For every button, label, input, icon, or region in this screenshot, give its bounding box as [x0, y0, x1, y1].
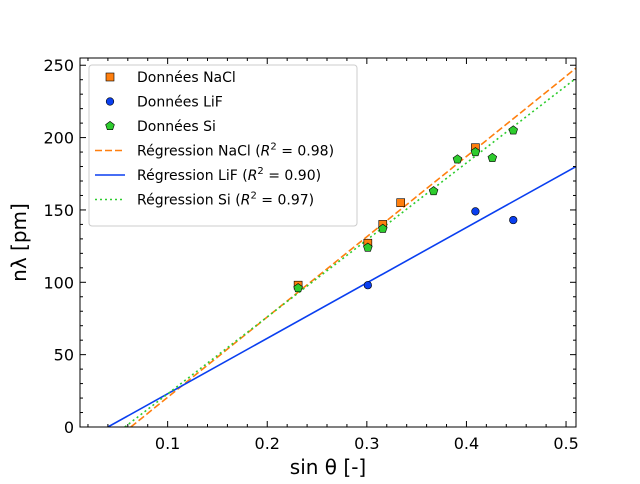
- legend-marker-donn-es-si: [105, 121, 115, 131]
- point-donn-es-si: [363, 242, 373, 252]
- point-donn-es-lif: [363, 281, 372, 290]
- y-tick-label: 100: [43, 273, 74, 292]
- x-tick-label: 0.5: [553, 434, 578, 453]
- point-donn-es-si: [293, 283, 303, 293]
- x-tick-label: 0.1: [155, 434, 180, 453]
- legend-label-donn-es-si: Données Si: [137, 119, 216, 135]
- y-tick-label: 50: [54, 346, 74, 365]
- point-donn-es-si: [508, 125, 518, 135]
- plot-area: [107, 67, 576, 427]
- point-donn-es-si: [428, 186, 439, 196]
- x-tick-label: 0.2: [255, 434, 280, 453]
- point-donn-es-si: [452, 154, 463, 164]
- y-tick-label: 0: [64, 418, 74, 437]
- legend-label-donn-es-lif: Données LiF: [137, 95, 223, 111]
- legend-label-r-gression-nacl: Régression NaCl (R2 = 0.98): [137, 142, 334, 160]
- x-tick-label: 0.3: [354, 434, 379, 453]
- point-donn-es-lif: [471, 207, 480, 216]
- y-tick-label: 250: [43, 56, 74, 75]
- point-donn-es-nacl: [396, 198, 406, 208]
- point-donn-es-lif: [509, 215, 518, 225]
- legend-marker-donn-es-nacl: [105, 72, 115, 82]
- y-axis-label: nλ [pm]: [7, 203, 31, 282]
- legend-label-r-gression-lif: Régression LiF (R2 = 0.90): [137, 166, 321, 184]
- x-tick-label: 0.4: [454, 434, 479, 453]
- line-r-gression-nacl: [130, 67, 576, 427]
- point-donn-es-si: [487, 152, 498, 162]
- legend: Données NaCl Données LiF Données Si Régress…: [88, 64, 358, 227]
- plot-frame: [79, 57, 577, 428]
- y-tick-label: 150: [43, 201, 74, 220]
- point-donn-es-si: [470, 147, 481, 157]
- x-axis-label: sin θ [-]: [290, 455, 366, 479]
- y-tick-label: 200: [43, 129, 74, 148]
- legend-label-donn-es-nacl: Données NaCl: [137, 70, 236, 86]
- line-r-gression-lif: [107, 165, 576, 427]
- legend-label-r-gression-si: Régression Si (R2 = 0.97): [137, 191, 314, 209]
- legend-marker-donn-es-lif: [105, 97, 115, 106]
- line-r-gression-si: [124, 77, 576, 427]
- point-donn-es-si: [378, 223, 388, 233]
- legend-box: [88, 64, 358, 227]
